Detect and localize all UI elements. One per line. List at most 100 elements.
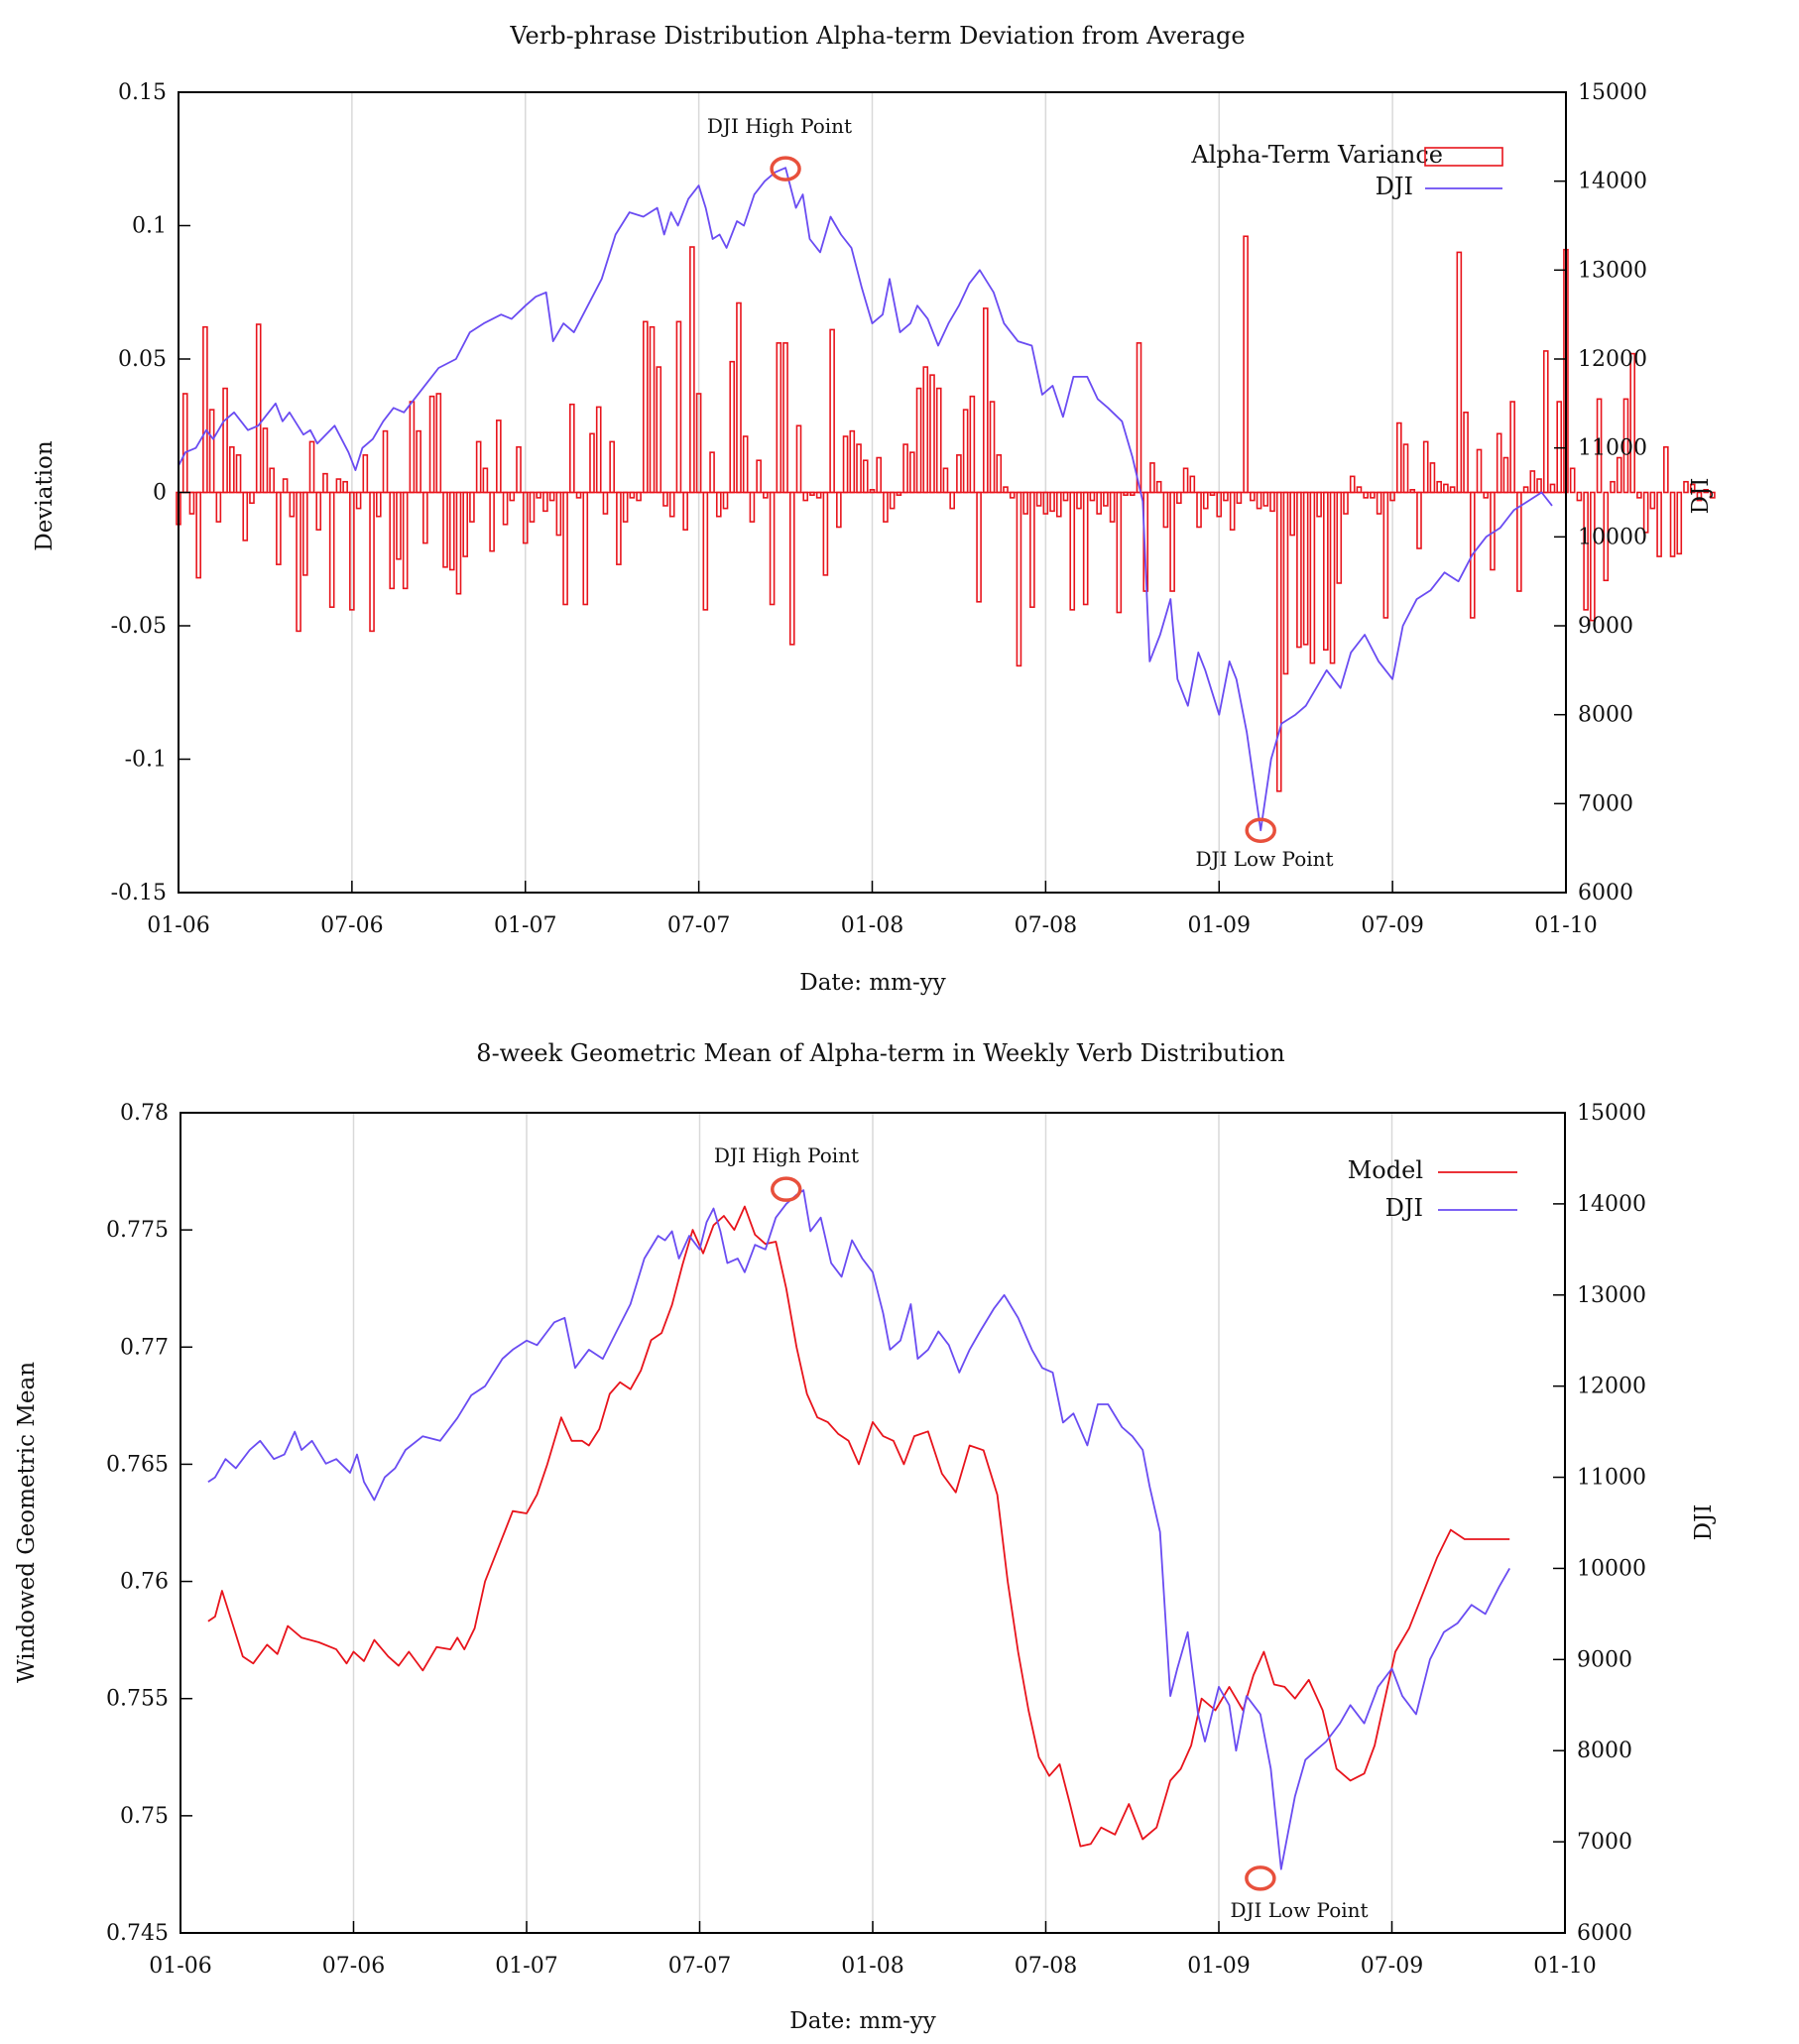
x-tick-label: 07-06 [320, 913, 383, 938]
y-tick-label: -0.1 [125, 748, 167, 773]
y2-axis-label: DJI [1688, 478, 1714, 515]
variance-bar [542, 491, 548, 513]
variance-bar [662, 491, 668, 507]
variance-bar [836, 491, 842, 529]
variance-bar [249, 491, 255, 505]
variance-bar [1669, 491, 1676, 557]
variance-bar [1616, 456, 1622, 494]
variance-bar [1676, 491, 1683, 555]
variance-bar [575, 491, 582, 499]
variance-bar [709, 451, 715, 494]
variance-bar [1250, 491, 1256, 502]
variance-bar [849, 429, 856, 494]
variance-bar [1082, 491, 1089, 606]
chart-title: Verb-phrase Distribution Alpha-term Devi… [509, 22, 1245, 50]
variance-bar [582, 491, 589, 606]
variance-bar [962, 409, 969, 494]
variance-bar [1343, 491, 1349, 515]
variance-bar [722, 491, 729, 510]
variance-bar [516, 445, 522, 494]
x-tick-label: 07-09 [1361, 913, 1423, 938]
variance-bar [276, 491, 282, 565]
variance-bar [788, 491, 795, 646]
variance-bar [1522, 486, 1529, 494]
y-tick-label: 0.15 [118, 80, 167, 105]
y2-tick-label: 8000 [1578, 703, 1633, 728]
variance-bar [1069, 491, 1076, 611]
variance-bar [1223, 491, 1229, 502]
geometric-mean-chart: 8-week Geometric Mean of Alpha-term in W… [14, 1039, 1717, 2034]
variance-bar [1449, 486, 1456, 494]
variance-bar [435, 393, 442, 494]
variance-bar [1209, 491, 1216, 496]
y2-tick-label: 9000 [1578, 614, 1633, 639]
y-tick-label: 0.775 [106, 1218, 169, 1243]
variance-bar [242, 491, 249, 541]
y-tick-label: 0.1 [132, 214, 167, 239]
y-tick-label: 0.05 [118, 347, 167, 372]
variance-bar [1422, 440, 1429, 494]
y-tick-label: -0.05 [111, 614, 167, 639]
variance-bar [782, 342, 788, 494]
y-axis-label: Deviation [32, 440, 58, 551]
variance-bar [409, 401, 416, 494]
variance-bar [228, 445, 235, 494]
variance-bar [1596, 398, 1603, 494]
legend-label-dji: DJI [1385, 1194, 1423, 1222]
variance-bar [589, 432, 595, 494]
x-tick-label: 01-06 [147, 913, 209, 938]
y-tick-label: 0.765 [106, 1452, 169, 1477]
variance-bar [1103, 491, 1109, 507]
variance-bar [929, 374, 935, 494]
annotation-dji-high: DJI High Point [707, 114, 852, 138]
x-tick-label: 01-09 [1187, 1954, 1250, 1979]
variance-bar [1703, 489, 1710, 494]
annotation-dji-high: DJI High Point [714, 1143, 859, 1167]
variance-bar [942, 467, 949, 494]
variance-bar [996, 454, 1003, 494]
variance-bar [1009, 491, 1016, 499]
legend-label-dji: DJI [1376, 173, 1413, 200]
variance-bar [396, 491, 402, 560]
variance-bar [1542, 350, 1549, 494]
variance-bar [328, 491, 335, 608]
variance-bar [1689, 483, 1696, 494]
variance-bar [1649, 491, 1656, 510]
variance-bar [1590, 491, 1596, 622]
model-series-line [207, 1205, 1510, 1848]
annotation-dji-low: DJI Low Point [1230, 1898, 1368, 1922]
variance-bar [1256, 491, 1262, 510]
deviation-chart: Verb-phrase Distribution Alpha-term Devi… [32, 22, 1716, 996]
x-tick-label: 01-10 [1534, 913, 1597, 938]
variance-bar [1216, 491, 1223, 518]
variance-bar [1155, 480, 1162, 494]
variance-bar [489, 491, 495, 552]
variance-bar [1016, 491, 1022, 667]
y2-tick-label: 14000 [1577, 1192, 1646, 1217]
variance-bar [1516, 491, 1522, 592]
variance-bar [181, 393, 188, 494]
variance-bar [729, 360, 736, 494]
variance-bar [776, 342, 782, 494]
variance-bar [1003, 486, 1009, 494]
variance-bar [509, 491, 516, 502]
y2-tick-label: 15000 [1578, 80, 1647, 105]
variance-bar [1055, 491, 1062, 518]
variance-bar [1496, 432, 1502, 494]
x-tick-label: 07-06 [322, 1954, 385, 1979]
y-tick-label: 0.77 [120, 1335, 169, 1360]
legend-swatch-variance [1424, 147, 1503, 167]
variance-bar [269, 467, 275, 494]
variance-bar [442, 491, 448, 568]
x-tick-label: 01-10 [1533, 1954, 1596, 1979]
variance-bar [702, 491, 709, 611]
variance-bar [235, 454, 242, 494]
y2-axis-label: DJI [1691, 1504, 1717, 1541]
variance-bar [1049, 491, 1055, 513]
variance-bar [369, 491, 375, 633]
x-tick-label: 07-07 [668, 1954, 731, 1979]
dji-series-line [178, 167, 1553, 832]
variance-bar [1109, 491, 1116, 523]
variance-bar [482, 467, 489, 494]
